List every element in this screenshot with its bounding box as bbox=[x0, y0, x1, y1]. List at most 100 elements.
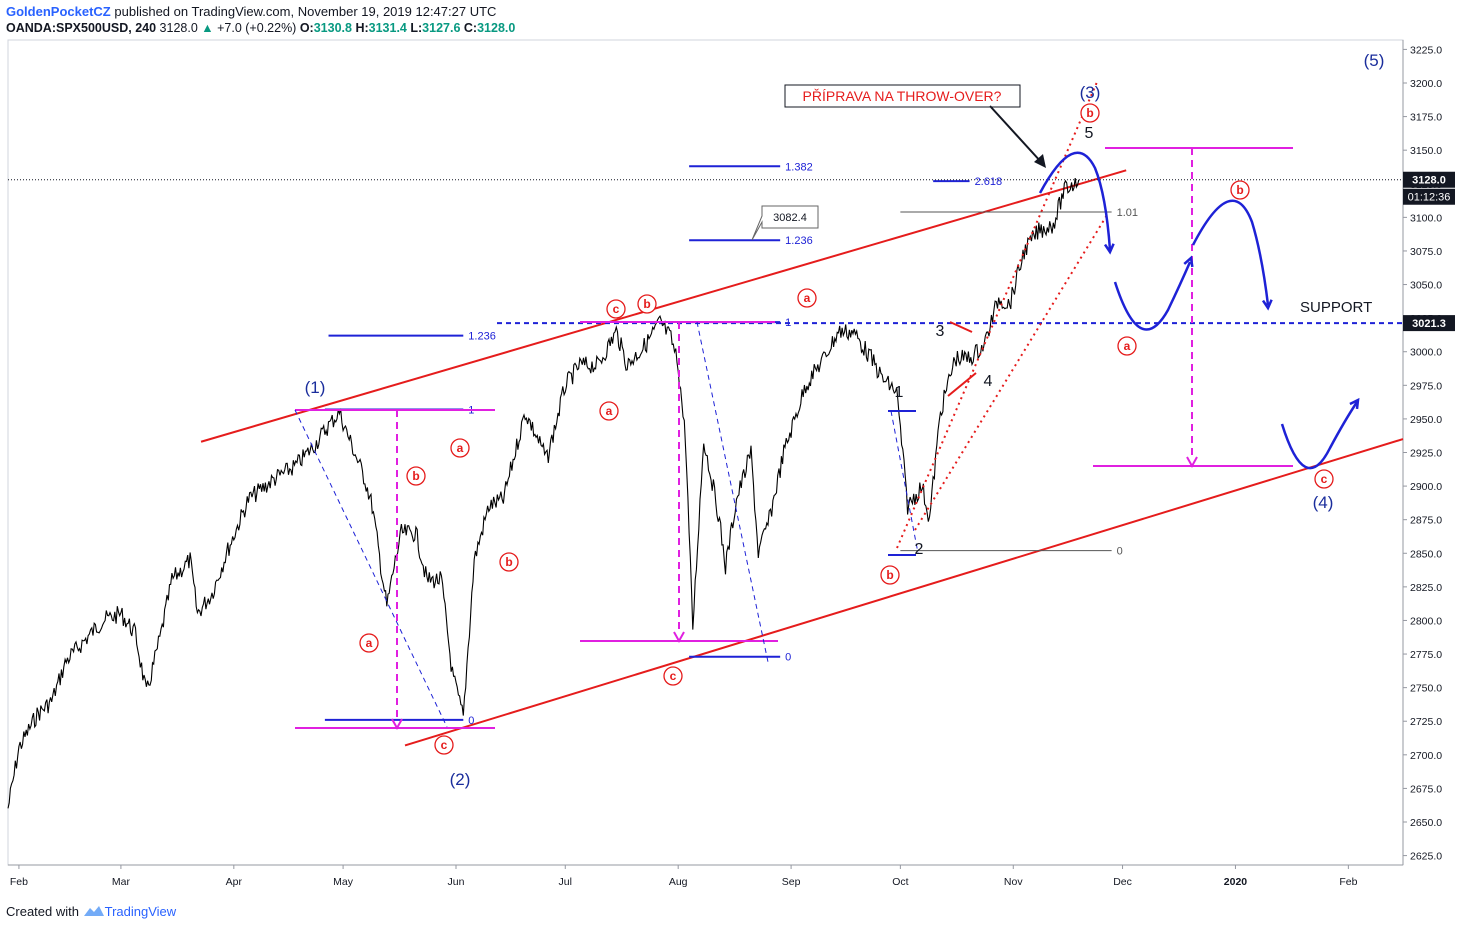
time-tick-label: Nov bbox=[1004, 876, 1023, 888]
wave-circle-label: a bbox=[804, 291, 811, 305]
projection-curve-c[interactable] bbox=[1280, 401, 1359, 470]
price-tick-label: 3100.0 bbox=[1410, 212, 1442, 224]
price-tick-label: 3050.0 bbox=[1410, 280, 1442, 292]
projection-arrow-head-icon bbox=[1261, 299, 1273, 311]
low-value: 3127.6 bbox=[422, 21, 461, 35]
time-tick-label: Sep bbox=[782, 876, 801, 888]
footer: Created with TradingView bbox=[6, 904, 176, 919]
price-tick-label: 3075.0 bbox=[1410, 246, 1442, 258]
time-tick-label: Feb bbox=[1339, 876, 1357, 888]
projection-arrow-head-icon bbox=[1349, 397, 1360, 410]
wave-circle-marker bbox=[1080, 103, 1100, 123]
wave-circle-label: b bbox=[412, 469, 419, 483]
price-callout-text: 3082.4 bbox=[773, 212, 807, 224]
price-tick-label: 2700.0 bbox=[1410, 750, 1442, 762]
tradingview-brand[interactable]: TradingView bbox=[104, 904, 177, 919]
arrow-head-icon bbox=[1034, 154, 1046, 168]
wave-circle-marker bbox=[1230, 180, 1250, 200]
fib-anchor-line[interactable] bbox=[890, 410, 919, 554]
channel-lower-line[interactable] bbox=[404, 438, 1404, 747]
wave-circle-label: b bbox=[1086, 106, 1093, 120]
price-tick-label: 2775.0 bbox=[1410, 649, 1442, 661]
wave-circle-label: b bbox=[643, 297, 650, 311]
price-tick-label: 2875.0 bbox=[1410, 515, 1442, 527]
projection-curve-top[interactable] bbox=[1038, 151, 1112, 251]
dotted-channel-line[interactable] bbox=[914, 214, 1108, 531]
time-tick-label: Oct bbox=[892, 876, 908, 888]
price-tick-label: 3000.0 bbox=[1410, 347, 1442, 359]
wave-circle-label: c bbox=[670, 669, 677, 683]
price-tick-label: 2650.0 bbox=[1410, 817, 1442, 829]
wave-circle-marker bbox=[797, 288, 817, 308]
throw-over-arrow[interactable] bbox=[989, 105, 1043, 164]
countdown-tag bbox=[1403, 188, 1455, 205]
fib-anchor-line[interactable] bbox=[696, 321, 769, 663]
magenta-arrow-head-icon bbox=[673, 631, 685, 644]
symbol-label[interactable]: OANDA:SPX500USD, 240 bbox=[6, 21, 157, 35]
time-tick-label: Apr bbox=[226, 876, 243, 888]
wave-label-major: (5) bbox=[1364, 51, 1385, 70]
wave-label-minor: 3 bbox=[936, 323, 945, 340]
time-tick-label: Dec bbox=[1113, 876, 1132, 888]
red-mark-line[interactable] bbox=[947, 372, 977, 397]
price-series-line[interactable] bbox=[7, 178, 1080, 809]
fib-level-label: 0 bbox=[468, 715, 474, 727]
channel-upper-line[interactable] bbox=[200, 169, 1127, 443]
high-label: H: bbox=[355, 21, 369, 35]
low-label: L: bbox=[410, 21, 423, 35]
wave-circle-label: a bbox=[606, 404, 613, 418]
wave-circle-marker bbox=[599, 401, 619, 421]
price-tick-label: 2725.0 bbox=[1410, 716, 1442, 728]
wave-circle-marker bbox=[499, 552, 519, 572]
time-tick-label: Jul bbox=[559, 876, 572, 888]
support-price-tag-text: 3021.3 bbox=[1412, 318, 1446, 330]
price-tick-label: 3200.0 bbox=[1410, 78, 1442, 90]
close-label: C: bbox=[463, 21, 478, 35]
wave-label-minor: 4 bbox=[984, 373, 993, 390]
price-tick-label: 2800.0 bbox=[1410, 615, 1442, 627]
wave-circle-label: b bbox=[886, 568, 893, 582]
magenta-arrow-head-icon bbox=[1186, 456, 1198, 469]
time-tick-label: Jun bbox=[448, 876, 465, 888]
fib-level-label: 2.618 bbox=[975, 176, 1003, 188]
plot-frame bbox=[7, 39, 1404, 866]
last-price-tag bbox=[1403, 171, 1455, 188]
publish-info: GoldenPocketCZ published on TradingView.… bbox=[6, 4, 496, 19]
wave-circle-label: b bbox=[1236, 183, 1243, 197]
price-tick-label: 3150.0 bbox=[1410, 145, 1442, 157]
dotted-channel-line[interactable] bbox=[896, 81, 1098, 549]
wave-circle-marker bbox=[663, 666, 683, 686]
projection-curve-b[interactable] bbox=[1191, 199, 1270, 306]
price-tick-label: 2975.0 bbox=[1410, 380, 1442, 392]
price-tick-label: 2900.0 bbox=[1410, 481, 1442, 493]
support-label: SUPPORT bbox=[1300, 299, 1372, 316]
time-tick-label: Mar bbox=[112, 876, 131, 888]
projection-arrow-head-icon bbox=[1103, 243, 1115, 255]
wave-label-major: (1) bbox=[305, 378, 326, 397]
wave-circle-marker bbox=[406, 466, 426, 486]
time-tick-label: 2020 bbox=[1224, 876, 1248, 888]
wave-circle-label: c bbox=[1321, 472, 1328, 486]
wave-label-major: (3) bbox=[1080, 83, 1101, 102]
price-tick-label: 2825.0 bbox=[1410, 582, 1442, 594]
countdown-tag-text: 01:12:36 bbox=[1408, 192, 1451, 204]
last-price-tag-text: 3128.0 bbox=[1412, 175, 1446, 187]
wave-label-minor: 5 bbox=[1085, 125, 1094, 142]
author-link[interactable]: GoldenPocketCZ bbox=[6, 4, 111, 19]
wave-circle-label: c bbox=[441, 738, 448, 752]
throw-over-box[interactable] bbox=[784, 84, 1021, 108]
wave-label-major: (4) bbox=[1313, 493, 1334, 512]
fib-level-label: 1.236 bbox=[785, 235, 813, 247]
red-mark-line[interactable] bbox=[949, 321, 973, 333]
fib-level-label: 1 bbox=[785, 317, 791, 329]
wave-circle-marker bbox=[1117, 336, 1137, 356]
price-callout[interactable] bbox=[751, 205, 819, 241]
last-price: 3128.0 bbox=[159, 21, 198, 35]
projection-curve-a[interactable] bbox=[1113, 261, 1192, 331]
fib-anchor-line[interactable] bbox=[294, 409, 448, 728]
wave-circle-marker bbox=[637, 294, 657, 314]
price-tick-label: 2625.0 bbox=[1410, 851, 1442, 863]
wave-circle-marker bbox=[434, 735, 454, 755]
fib-level-label: 1.01 bbox=[1117, 207, 1138, 219]
